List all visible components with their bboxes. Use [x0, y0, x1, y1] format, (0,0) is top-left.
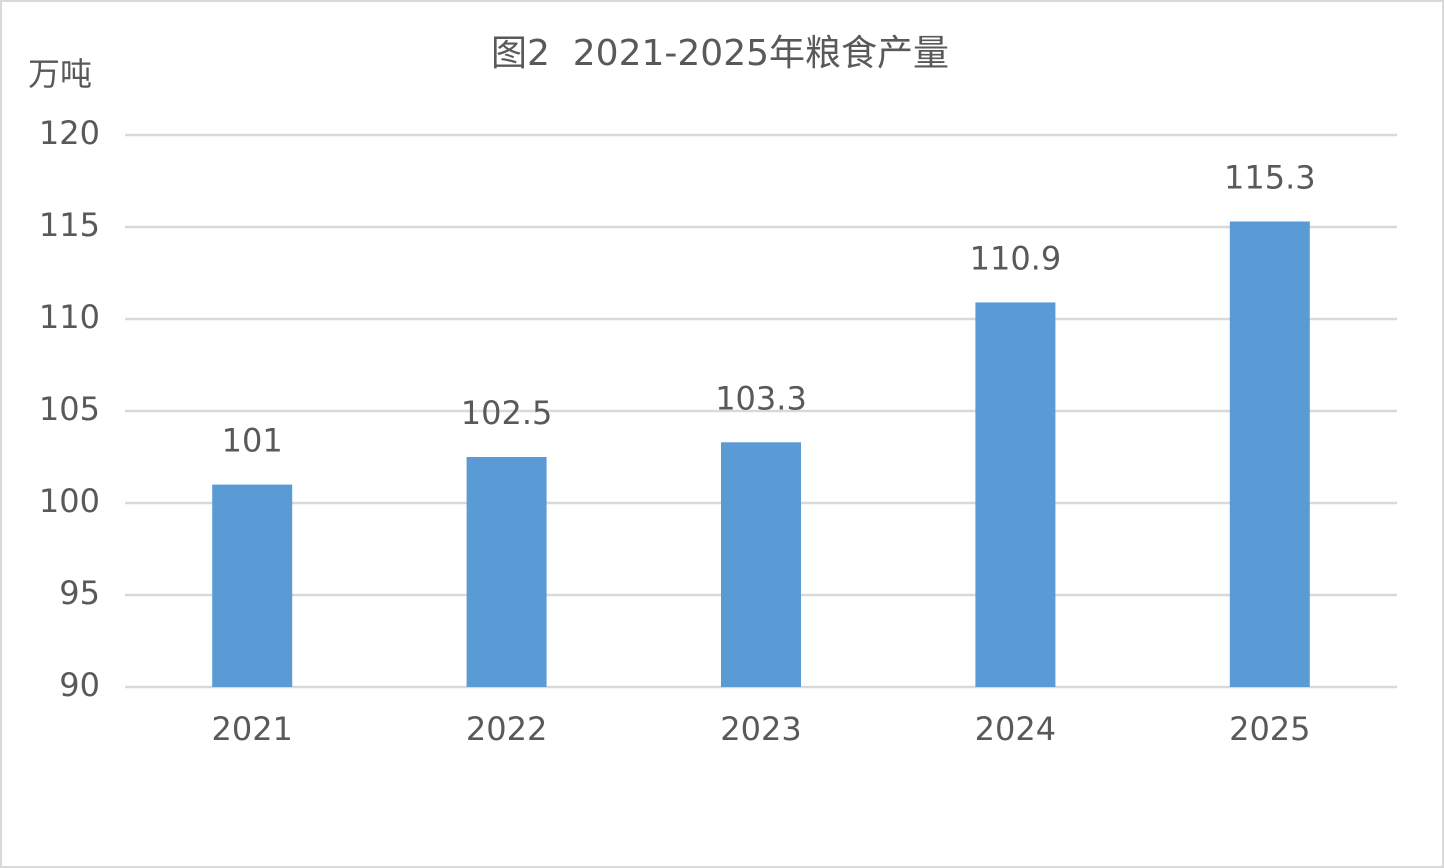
bar — [975, 302, 1056, 687]
y-tick-label: 115 — [39, 206, 100, 244]
bar — [1229, 221, 1310, 688]
data-label: 103.3 — [715, 379, 807, 417]
y-axis-unit: 万吨 — [28, 55, 92, 93]
chart-title: 图2 2021-2025年粮食产量 — [491, 33, 949, 74]
y-tick-label: 105 — [39, 390, 100, 428]
x-tick-label: 2025 — [1229, 710, 1310, 748]
y-tick-label: 120 — [39, 114, 100, 152]
y-tick-label: 100 — [39, 482, 100, 520]
data-label: 110.9 — [970, 239, 1062, 277]
x-tick-label: 2024 — [975, 710, 1056, 748]
x-tick-label: 2021 — [211, 710, 292, 748]
y-tick-label: 110 — [39, 298, 100, 336]
y-tick-label: 90 — [59, 666, 100, 704]
bar — [721, 442, 801, 687]
x-tick-label: 2022 — [466, 710, 547, 748]
x-tick-label: 2023 — [720, 710, 801, 748]
data-label: 115.3 — [1224, 158, 1316, 196]
data-label: 102.5 — [461, 394, 553, 432]
bar — [212, 484, 293, 687]
bar — [466, 457, 547, 687]
data-label: 101 — [222, 422, 283, 460]
y-tick-label: 95 — [59, 574, 100, 612]
